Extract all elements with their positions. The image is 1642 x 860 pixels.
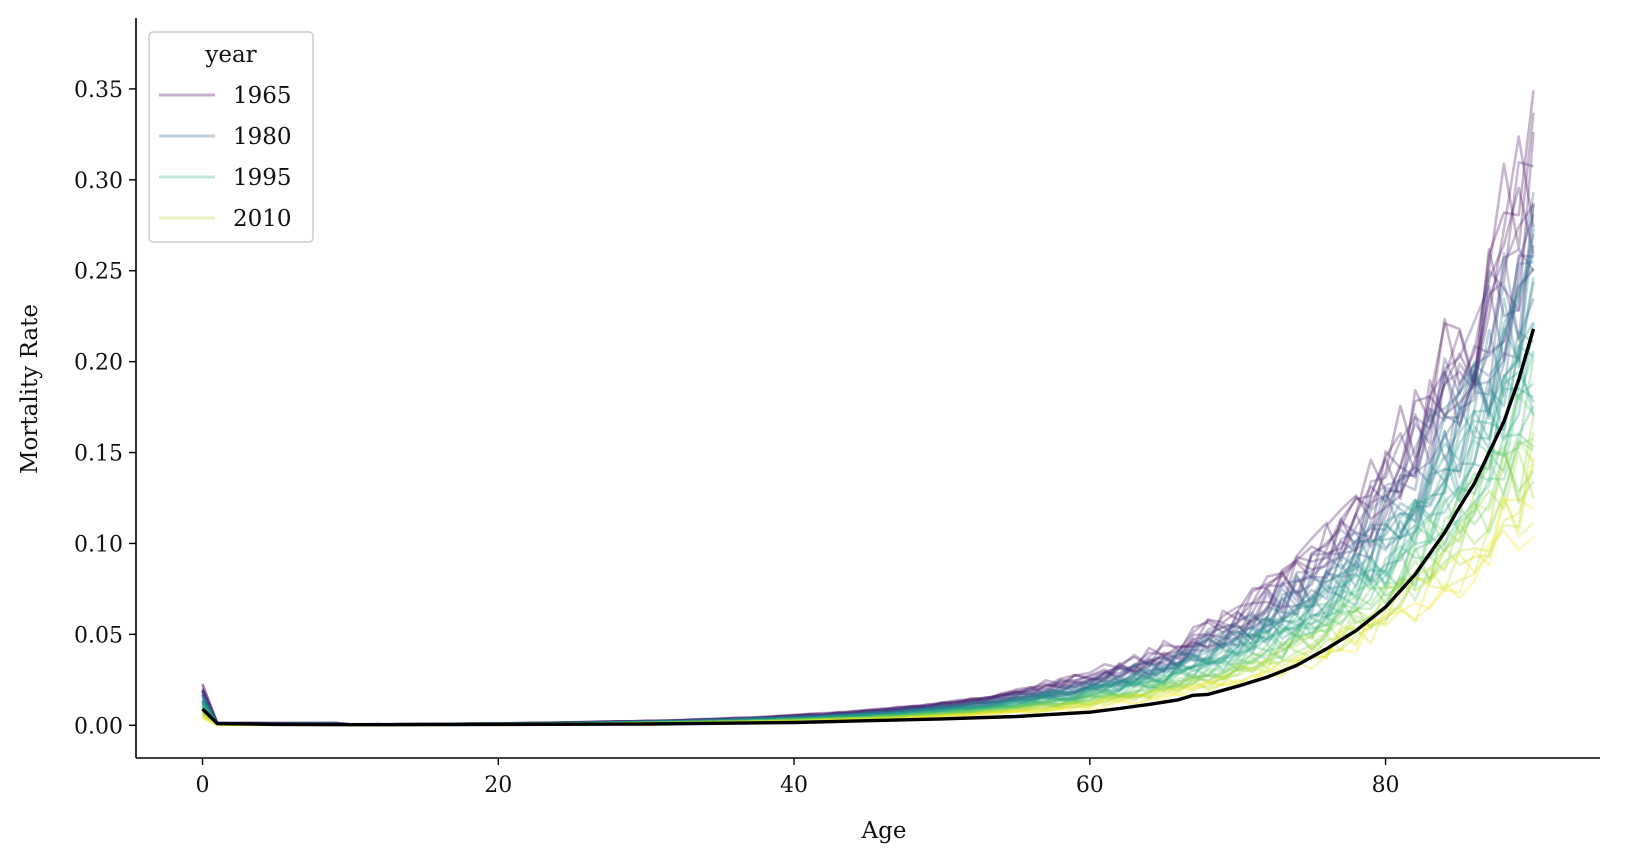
x-tick-label: 0 [196, 773, 210, 798]
y-tick-label: 0.15 [74, 442, 123, 467]
series-line-1985 [201, 281, 1535, 726]
series-line-1990 [201, 323, 1535, 726]
x-axis-label: Age [861, 818, 907, 844]
series-line-1969 [201, 131, 1535, 726]
series-line-1980 [201, 267, 1535, 726]
x-tick-label: 80 [1372, 773, 1400, 798]
series-line-1983 [201, 260, 1534, 726]
series-line-1995 [201, 329, 1535, 726]
series-line-1965 [201, 90, 1535, 726]
series-line-1978 [201, 268, 1535, 726]
series-line-1977 [201, 283, 1535, 726]
y-axis-label: Mortality Rate [17, 304, 43, 474]
series-line-1987 [201, 321, 1535, 726]
legend-label-1995: 1995 [233, 165, 292, 191]
tick-labels: 0 20 40 60 80 0.00 0.05 0.10 0.15 0.20 0.25 0.30 0.3… [74, 78, 1400, 798]
mean-line-layer [201, 328, 1536, 727]
series-line-2006 [201, 414, 1535, 727]
series-lines [201, 90, 1535, 727]
series-line-2004 [201, 437, 1534, 727]
y-tick-label: 0.05 [74, 623, 123, 648]
series-line-1989 [201, 277, 1535, 726]
legend-frame [148, 31, 314, 243]
series-line-2008 [201, 440, 1535, 727]
y-tick-label: 0.30 [74, 169, 123, 194]
legend: year 1965 1980 1995 2010 [148, 31, 314, 243]
legend-label-2010: 2010 [233, 206, 292, 232]
series-line-1967 [201, 135, 1535, 726]
y-tick-label: 0.25 [74, 260, 123, 285]
series-line-1973 [201, 214, 1535, 726]
y-tick-label: 0.35 [74, 78, 123, 103]
x-tick-label: 20 [484, 773, 512, 798]
mean-line [201, 328, 1536, 727]
series-line-2001 [201, 439, 1535, 727]
series-line-1986 [201, 330, 1535, 726]
y-tick-label: 0.00 [74, 714, 123, 739]
x-tick-label: 60 [1076, 773, 1104, 798]
series-line-1971 [201, 248, 1535, 726]
legend-label-1965: 1965 [233, 83, 292, 109]
axes [135, 18, 1600, 759]
legend-title: year [204, 42, 256, 68]
y-tick-label: 0.10 [74, 532, 123, 557]
series-line-1974 [201, 254, 1534, 726]
legend-label-1980: 1980 [233, 124, 292, 150]
y-tick-label: 0.20 [74, 351, 123, 376]
series-line-1988 [201, 253, 1535, 726]
x-tick-label: 40 [780, 773, 808, 798]
